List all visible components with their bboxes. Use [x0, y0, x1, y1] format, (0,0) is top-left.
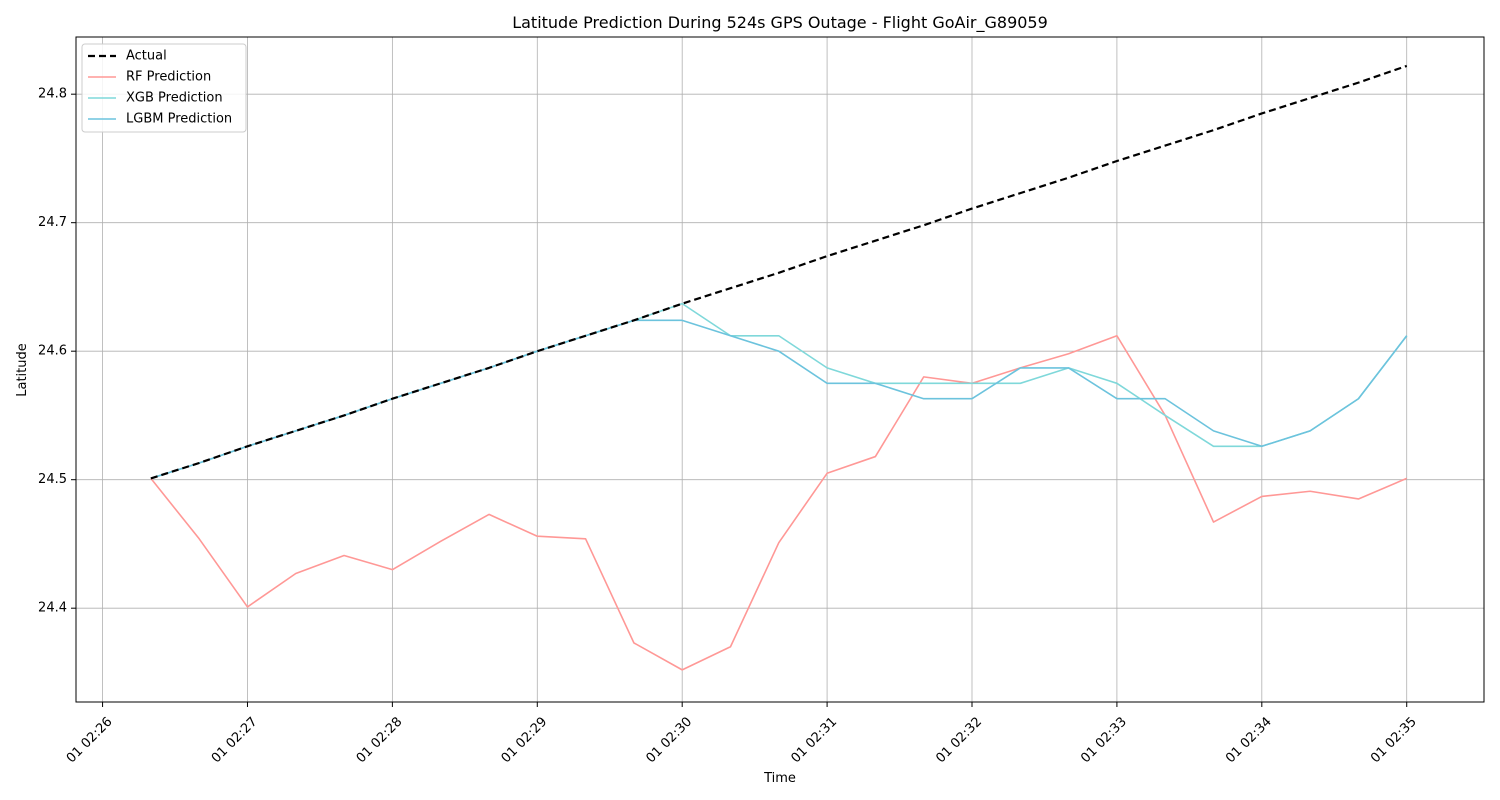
y-tick-label: 24.6	[38, 344, 67, 359]
y-tick-label: 24.4	[38, 601, 67, 616]
chart-title: Latitude Prediction During 524s GPS Outa…	[512, 13, 1048, 33]
y-tick-label: 24.7	[38, 215, 67, 230]
series-lines	[150, 64, 1408, 671]
legend-label-xgb-prediction: XGB Prediction	[126, 91, 223, 106]
y-tick-label: 24.8	[38, 87, 67, 102]
series-line-rf-prediction	[150, 334, 1408, 671]
legend: Actual RF Prediction XGB Prediction LGBM Pr…	[81, 43, 247, 133]
legend-label-actual: Actual	[126, 49, 167, 64]
plot-frame	[75, 36, 1485, 703]
legend-label-lgbm-prediction: LGBM Prediction	[126, 112, 232, 127]
series-line-actual	[150, 64, 1408, 480]
legend-box	[81, 43, 247, 133]
grid	[76, 37, 1484, 702]
x-axis-title: Time	[763, 771, 796, 786]
y-axis: 24.4 24.5 24.6 24.7 24.8	[38, 87, 76, 616]
y-tick-label: 24.5	[38, 472, 67, 487]
legend-label-rf-prediction: RF Prediction	[126, 70, 211, 85]
y-axis-title: Latitude	[15, 343, 30, 397]
